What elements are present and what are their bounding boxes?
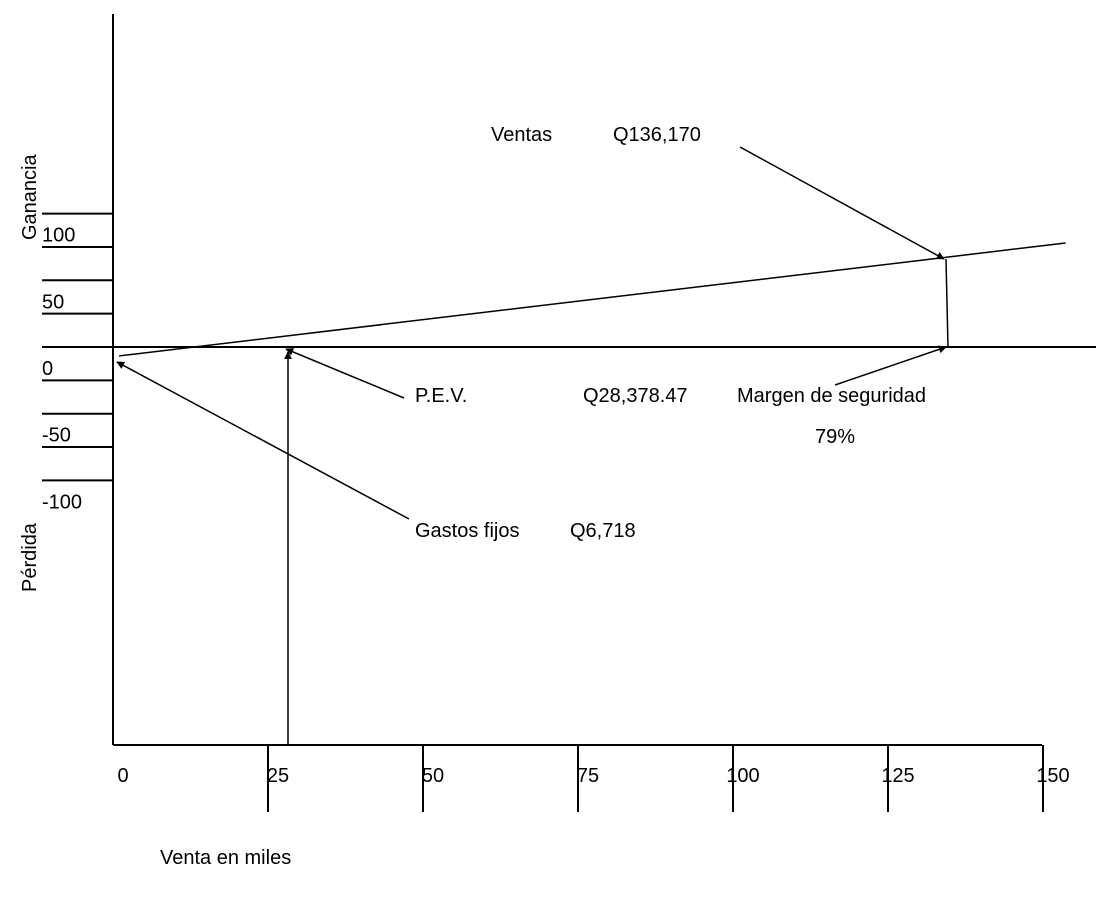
ventas-label: Ventas (491, 124, 552, 146)
y-tick-label-1: 50 (42, 291, 64, 313)
y-tick-lines (42, 212, 113, 482)
x-tick-label-1: 25 (267, 765, 289, 787)
margen-label: Margen de seguridad (737, 385, 926, 407)
y-tick-label-2: 0 (42, 358, 53, 380)
pev-arrow (285, 348, 405, 399)
safety-margin-segment (945, 258, 949, 348)
margen-value: 79% (815, 426, 855, 448)
y-tick-labels: 100 50 0 -50 -100 (42, 225, 82, 514)
x-tick-label-2: 50 (422, 765, 444, 787)
y-axis-label-ganancia: Ganancia (19, 154, 41, 240)
pev-label: P.E.V. (415, 385, 467, 407)
x-axis-label: Venta en miles (160, 847, 291, 869)
x-tick-labels: 0 25 50 75 100 125 150 (117, 765, 1069, 787)
margen-arrow (834, 345, 947, 386)
x-tick-label-3: 75 (577, 765, 599, 787)
ventas-value: Q136,170 (613, 124, 701, 146)
x-tick-label-5: 125 (881, 765, 914, 787)
gastos-value: Q6,718 (570, 520, 636, 542)
x-tick-lines (267, 745, 1044, 812)
x-tick-label-6: 150 (1036, 765, 1069, 787)
y-axis-label-perdida: Pérdida (19, 522, 41, 592)
pev-value: Q28,378.47 (583, 385, 688, 407)
profit-line (118, 242, 1066, 357)
x-tick-label-4: 100 (726, 765, 759, 787)
ventas-arrow (739, 146, 945, 260)
gastos-label: Gastos fijos (415, 520, 519, 542)
x-tick-label-0: 0 (117, 765, 128, 787)
y-tick-label-0: 100 (42, 225, 75, 247)
gastos-arrow (116, 361, 410, 520)
y-tick-label-3: -50 (42, 425, 71, 447)
y-tick-label-4: -100 (42, 491, 82, 513)
